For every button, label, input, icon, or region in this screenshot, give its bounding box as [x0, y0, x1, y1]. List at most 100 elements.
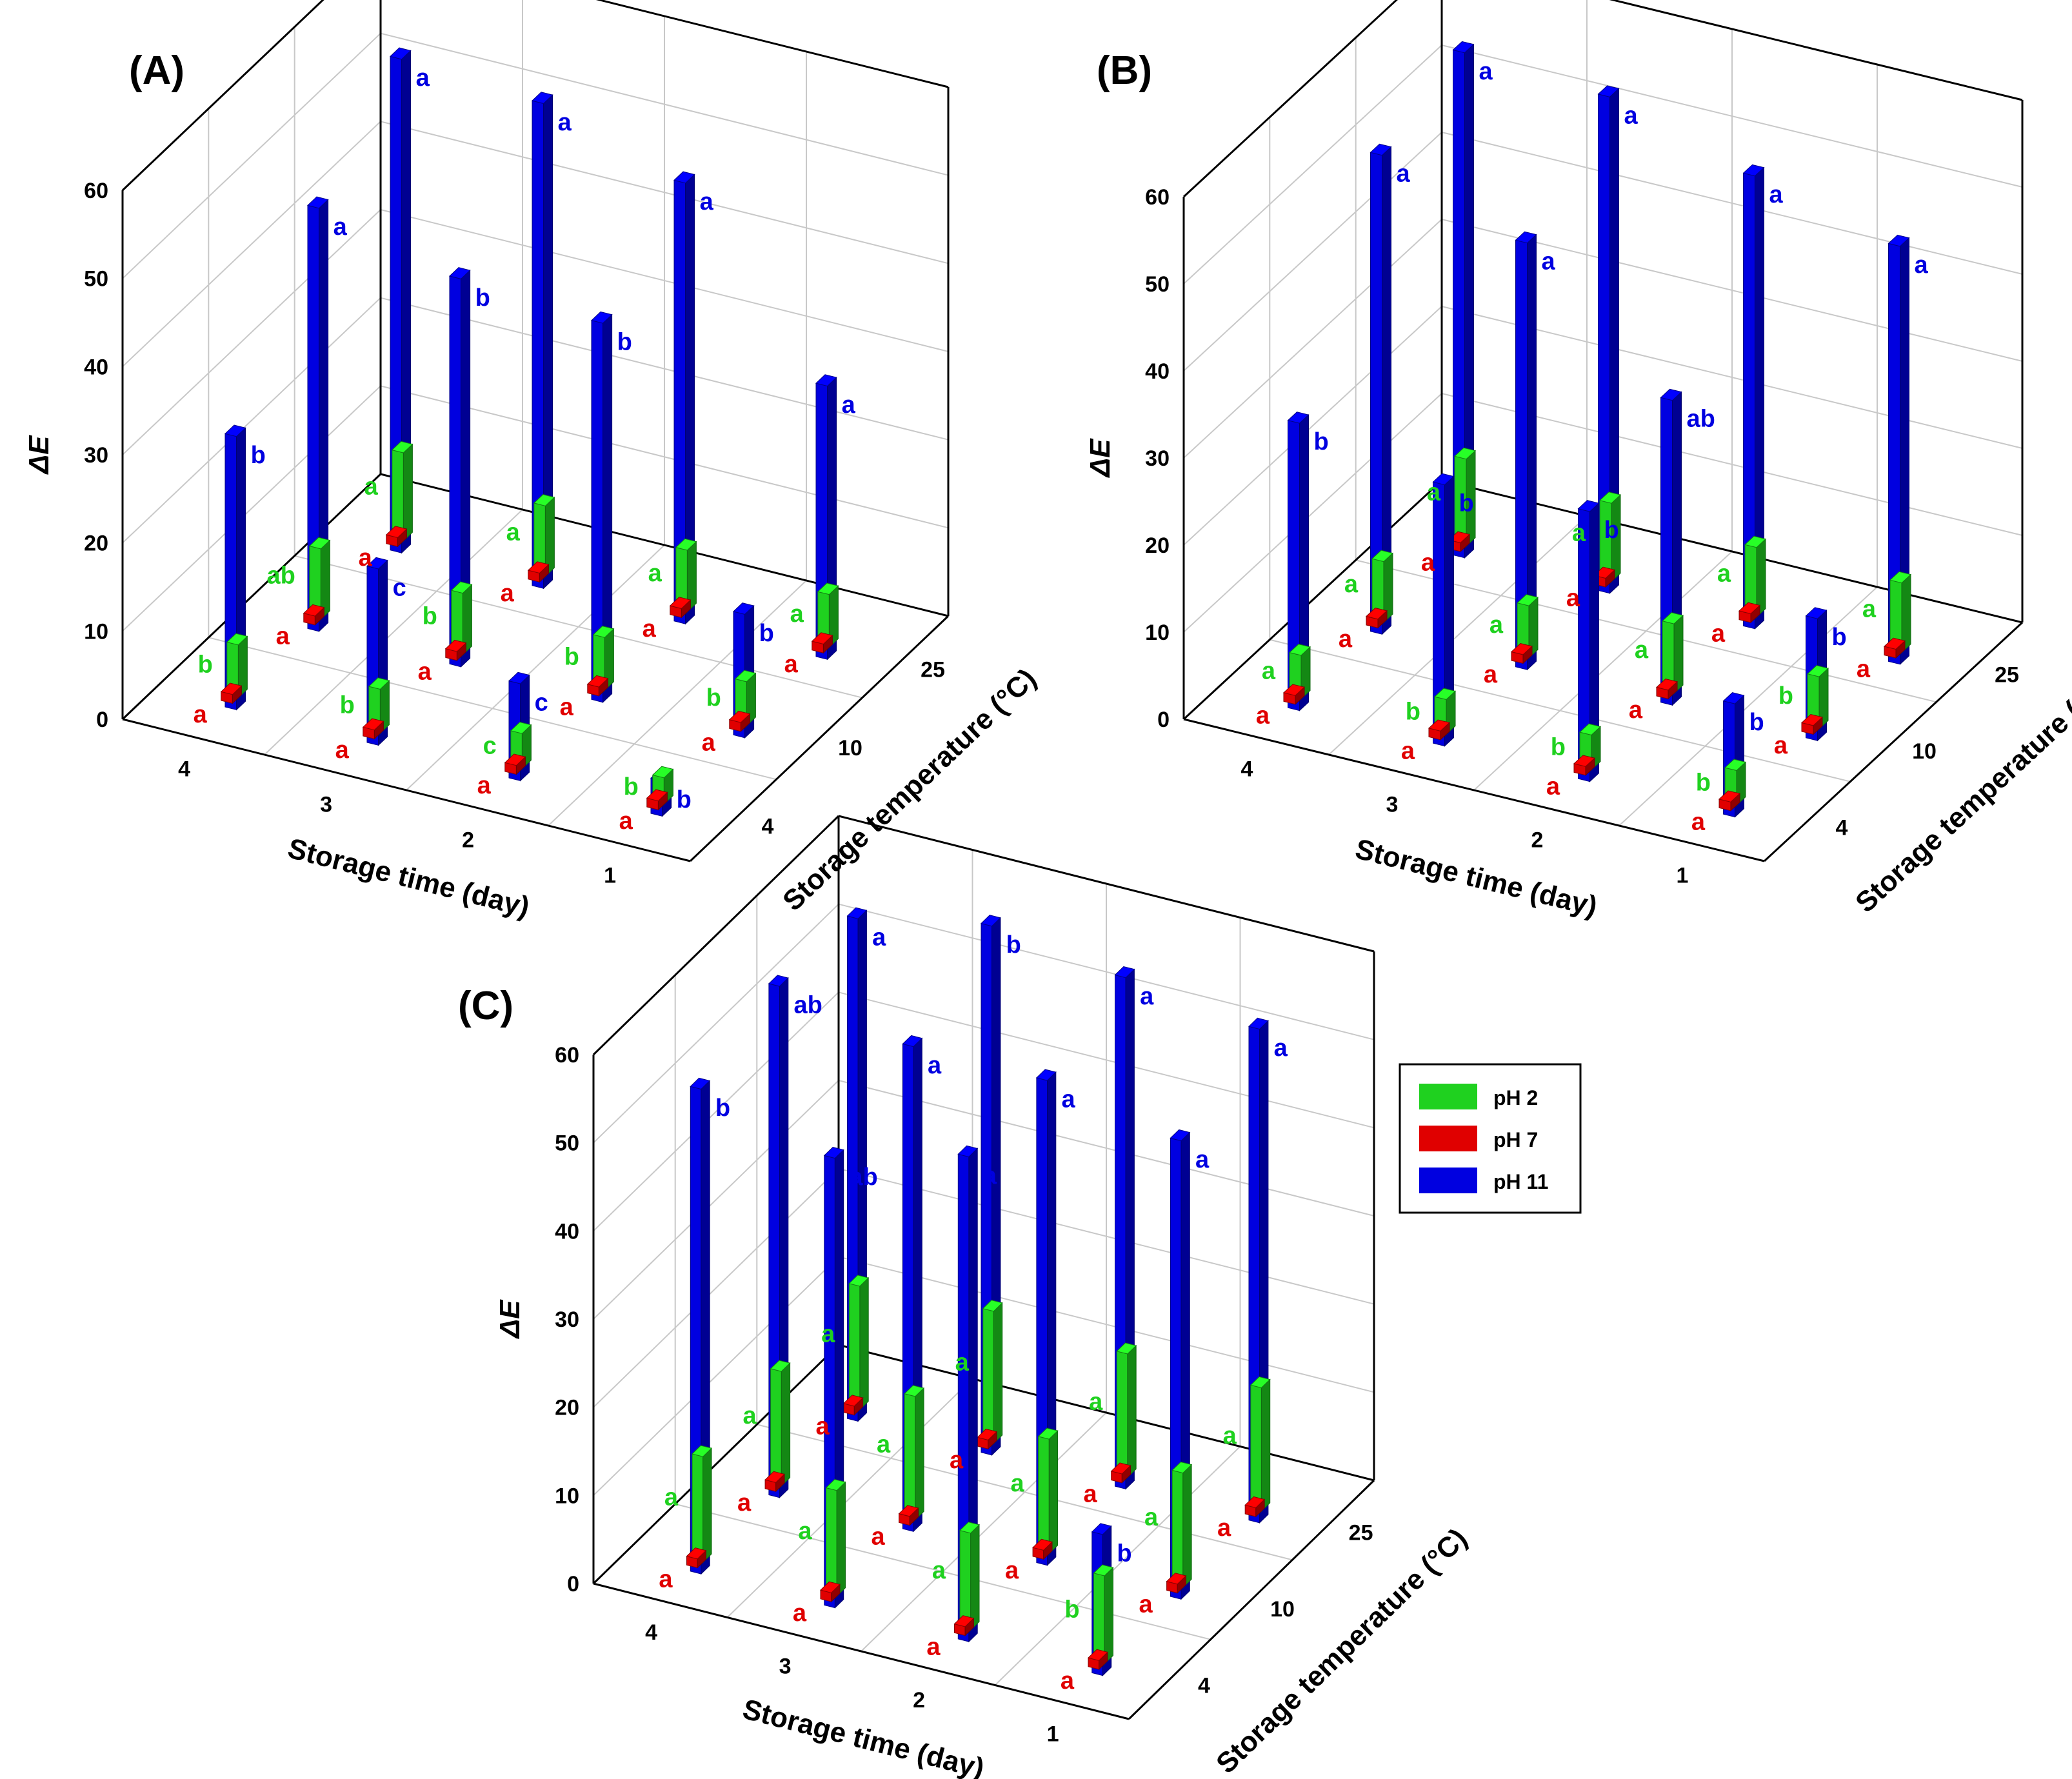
significance-label: a — [1062, 1086, 1076, 1113]
bar-top-face — [531, 92, 553, 104]
z-tick-label: 40 — [84, 355, 108, 379]
z-axis-title: ΔE — [23, 435, 55, 475]
bar-ph2 — [1171, 1461, 1193, 1589]
bar-side-face — [836, 1481, 846, 1597]
bar-ph7 — [1655, 678, 1679, 700]
significance-label: a — [416, 65, 430, 92]
bar-front-face — [770, 1368, 782, 1487]
bar-side-face — [1104, 1566, 1113, 1665]
significance-label: a — [702, 729, 716, 756]
bar-side-face — [993, 1302, 1003, 1445]
axis-edge — [592, 1344, 840, 1585]
significance-label: a — [1217, 1515, 1231, 1542]
bar-ph7 — [1718, 790, 1741, 811]
bar-ph2 — [1453, 447, 1477, 547]
bar-top-face — [690, 1077, 711, 1090]
significance-label: a — [1195, 1146, 1210, 1173]
bar-top-face — [1432, 473, 1455, 486]
bar-front-face — [982, 1308, 994, 1444]
significance-label: a — [501, 580, 515, 607]
bar-top-face — [1250, 1376, 1271, 1389]
bar-ph7 — [842, 1395, 864, 1416]
bar-top-face — [1116, 1342, 1137, 1355]
bar-top-face — [586, 675, 609, 688]
bar-top-face — [504, 753, 526, 766]
significance-label: b — [1314, 428, 1329, 455]
axis-edge — [1183, 718, 1765, 862]
significance-label: ab — [1687, 406, 1715, 433]
bar-top-face — [1452, 41, 1475, 54]
axis-edge — [1763, 621, 2024, 862]
bar-ph7 — [1032, 1538, 1053, 1560]
significance-label: a — [1479, 58, 1493, 85]
bar-ph11 — [1452, 41, 1475, 559]
significance-label: a — [1691, 808, 1706, 835]
significance-label: b — [1604, 517, 1619, 544]
bar-top-face — [686, 1547, 707, 1560]
bar-ph7 — [1510, 643, 1533, 664]
significance-label: a — [1635, 637, 1649, 664]
bar-ph7 — [586, 675, 609, 697]
bar-ph11 — [1287, 412, 1310, 711]
bar-ph7 — [1800, 713, 1824, 735]
significance-label: a — [842, 392, 856, 419]
significance-label: a — [1061, 1667, 1075, 1695]
x-tick-label: 4 — [1241, 757, 1253, 781]
bar-ph7 — [444, 639, 467, 661]
significance-label: a — [1546, 773, 1560, 800]
significance-label: a — [1857, 656, 1871, 683]
significance-label: a — [1427, 479, 1441, 506]
bar-top-face — [982, 1300, 1003, 1312]
axis-edge — [122, 718, 691, 862]
bar-top-face — [1453, 447, 1477, 460]
significance-label: a — [194, 701, 208, 728]
significance-label: b — [617, 328, 632, 355]
bar-front-face — [959, 1529, 971, 1631]
legend-swatch-ph2 — [1419, 1084, 1477, 1109]
axis-edge — [592, 815, 840, 1056]
bar-top-face — [898, 1505, 919, 1517]
bar-top-face — [592, 626, 615, 638]
significance-label: a — [643, 615, 657, 642]
bar-ph2 — [1093, 1564, 1114, 1665]
bar-front-face — [826, 1487, 837, 1597]
bar-top-face — [953, 1615, 975, 1627]
significance-label: a — [1084, 1481, 1098, 1508]
z-tick-label: 30 — [555, 1307, 579, 1332]
y-tick-label: 4 — [762, 815, 774, 839]
significance-label: a — [648, 560, 662, 587]
bar-top-face — [1661, 612, 1684, 624]
y-axis-title: Storage temperature (°C) — [777, 662, 1042, 917]
bar-top-face — [1744, 535, 1767, 548]
axes-frame — [1182, 0, 2024, 862]
bar-top-face — [306, 196, 329, 209]
significance-label: a — [664, 1484, 679, 1511]
bar-ph2 — [1661, 612, 1684, 695]
significance-label: a — [737, 1489, 752, 1516]
bar-top-face — [1287, 412, 1310, 424]
significance-label: a — [1339, 626, 1353, 653]
bar-top-face — [444, 639, 467, 652]
bar-side-face — [859, 1277, 869, 1411]
bar-side-face — [915, 1387, 924, 1521]
significance-label: a — [798, 1518, 812, 1545]
significance-label: a — [1572, 519, 1586, 546]
z-tick-label: 40 — [1145, 359, 1170, 384]
bar-top-face — [768, 975, 789, 987]
bar-ph7 — [1282, 684, 1306, 705]
significance-label: a — [926, 1633, 941, 1660]
bars — [1282, 41, 1912, 818]
significance-label: b — [1459, 490, 1474, 517]
significance-label: a — [359, 544, 373, 571]
axis-edge — [1182, 0, 1398, 198]
significance-label: a — [659, 1565, 673, 1593]
bar-top-face — [957, 1145, 979, 1158]
significance-label: a — [743, 1402, 757, 1429]
significance-label: a — [1223, 1422, 1237, 1449]
bar-ph7 — [764, 1471, 785, 1493]
bar-ph2 — [817, 582, 839, 648]
significance-label: b — [1832, 624, 1847, 651]
significance-label: ab — [849, 1164, 877, 1191]
y-tick-label: 10 — [1912, 739, 1937, 764]
x-axis-title: Storage time (day) — [1352, 833, 1600, 923]
